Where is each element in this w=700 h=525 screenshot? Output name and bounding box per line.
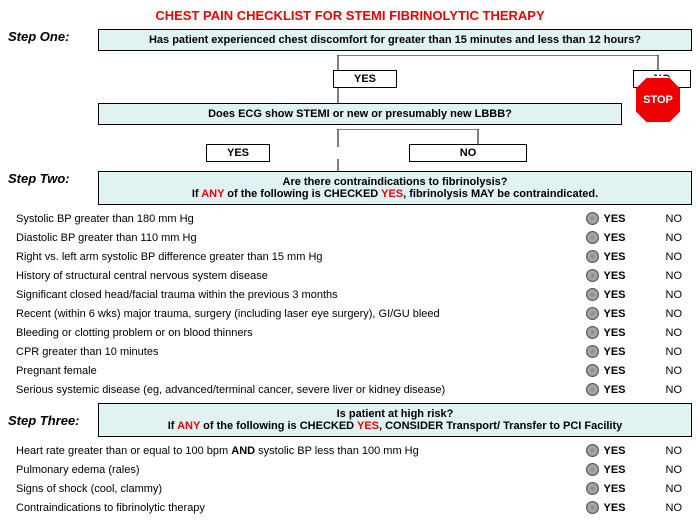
check-item: Significant closed head/facial trauma wi… [8, 285, 692, 304]
yes-label: YES [603, 327, 625, 339]
connector-line [8, 159, 692, 171]
stop-octagon-icon: STOP [634, 76, 682, 124]
yes-label: YES [603, 213, 625, 225]
yes-label: YES [603, 365, 625, 377]
stop-sign: STOP [634, 76, 682, 124]
step-one-label: Step One: [8, 29, 98, 44]
step3-box: Is patient at high risk? If ANY of the f… [98, 403, 692, 437]
q2-box: Does ECG show STEMI or new or presumably… [98, 103, 622, 125]
check-text: Bleeding or clotting problem or on blood… [16, 327, 586, 339]
check-text: Significant closed head/facial trauma wi… [16, 289, 586, 301]
no-label: NO [666, 445, 683, 457]
step3-q-top: Is patient at high risk? [107, 408, 683, 420]
check-text: Pulmonary edema (rales) [16, 464, 586, 476]
yes-box-1: YES [333, 70, 397, 88]
check-text: Right vs. left arm systolic BP differenc… [16, 251, 586, 263]
check-item: Contraindications to fibrinolytic therap… [8, 498, 692, 517]
yes-label: YES [603, 289, 625, 301]
highrisk-item: Heart rate greater than or equal to 100 … [8, 441, 692, 460]
step2-box: Are there contraindications to fibrinoly… [98, 171, 692, 205]
highrisk-list: Pulmonary edema (rales)YESNOSigns of sho… [8, 460, 692, 517]
no-label: NO [666, 464, 683, 476]
no-box-2: NO [409, 144, 528, 162]
yes-label: YES [603, 270, 625, 282]
check-item: Pulmonary edema (rales) YES NO [8, 460, 692, 479]
check-text: Diastolic BP greater than 110 mm Hg [16, 232, 586, 244]
no-label: NO [666, 270, 683, 282]
no-label: NO [666, 483, 683, 495]
radio-icon[interactable] [586, 444, 599, 457]
radio-icon[interactable] [586, 307, 599, 320]
check-item: Bleeding or clotting problem or on blood… [8, 323, 692, 342]
check-text: Systolic BP greater than 180 mm Hg [16, 213, 586, 225]
no-label: NO [666, 251, 683, 263]
no-label: NO [666, 327, 683, 339]
yes-label: YES [603, 251, 625, 263]
step3-q-sub: If ANY of the following is CHECKED YES, … [107, 420, 683, 432]
yes-label: YES [603, 308, 625, 320]
check-item: Systolic BP greater than 180 mm Hg YES NO [8, 209, 692, 228]
q1-box: Has patient experienced chest discomfort… [98, 29, 692, 51]
step-two-label: Step Two: [8, 171, 98, 186]
yes-label: YES [603, 464, 625, 476]
radio-icon[interactable] [586, 231, 599, 244]
no-label: NO [666, 232, 683, 244]
radio-icon[interactable] [586, 212, 599, 225]
radio-icon[interactable] [586, 463, 599, 476]
radio-icon[interactable] [586, 383, 599, 396]
step2-q-sub: If ANY of the following is CHECKED YES, … [107, 188, 683, 200]
check-item: CPR greater than 10 minutes YES NO [8, 342, 692, 361]
check-text: Recent (within 6 wks) major trauma, surg… [16, 308, 586, 320]
check-item: History of structural central nervous sy… [8, 266, 692, 285]
check-text: Pregnant female [16, 365, 586, 377]
yes-box-2: YES [206, 144, 270, 162]
no-label: NO [666, 365, 683, 377]
radio-icon[interactable] [586, 482, 599, 495]
connector-line [8, 129, 692, 147]
radio-icon[interactable] [586, 288, 599, 301]
check-text: Signs of shock (cool, clammy) [16, 483, 586, 495]
contraindications-list: Systolic BP greater than 180 mm HgYESNOD… [8, 209, 692, 399]
step-three-label: Step Three: [8, 413, 98, 428]
radio-icon[interactable] [586, 501, 599, 514]
check-text: CPR greater than 10 minutes [16, 346, 586, 358]
check-text: History of structural central nervous sy… [16, 270, 586, 282]
no-label: NO [666, 346, 683, 358]
check-item: Right vs. left arm systolic BP differenc… [8, 247, 692, 266]
no-label: NO [666, 213, 683, 225]
check-text: Serious systemic disease (eg, advanced/t… [16, 384, 586, 396]
no-label: NO [666, 502, 683, 514]
yes-label: YES [603, 384, 625, 396]
no-label: NO [666, 384, 683, 396]
check-item: Serious systemic disease (eg, advanced/t… [8, 380, 692, 399]
radio-icon[interactable] [586, 250, 599, 263]
check-item: Signs of shock (cool, clammy) YES NO [8, 479, 692, 498]
yes-label: YES [603, 445, 625, 457]
radio-icon[interactable] [586, 326, 599, 339]
check-text: Contraindications to fibrinolytic therap… [16, 502, 586, 514]
step2-q-top: Are there contraindications to fibrinoly… [107, 176, 683, 188]
page-title: CHEST PAIN CHECKLIST FOR STEMI FIBRINOLY… [8, 8, 692, 23]
yes-label: YES [603, 346, 625, 358]
yes-label: YES [603, 483, 625, 495]
yes-label: YES [603, 232, 625, 244]
radio-icon[interactable] [586, 345, 599, 358]
yes-label: YES [603, 502, 625, 514]
check-item: Recent (within 6 wks) major trauma, surg… [8, 304, 692, 323]
check-item: Pregnant female YES NO [8, 361, 692, 380]
no-label: NO [666, 308, 683, 320]
check-item: Diastolic BP greater than 110 mm Hg YES NO [8, 228, 692, 247]
radio-icon[interactable] [586, 364, 599, 377]
no-label: NO [666, 289, 683, 301]
radio-icon[interactable] [586, 269, 599, 282]
